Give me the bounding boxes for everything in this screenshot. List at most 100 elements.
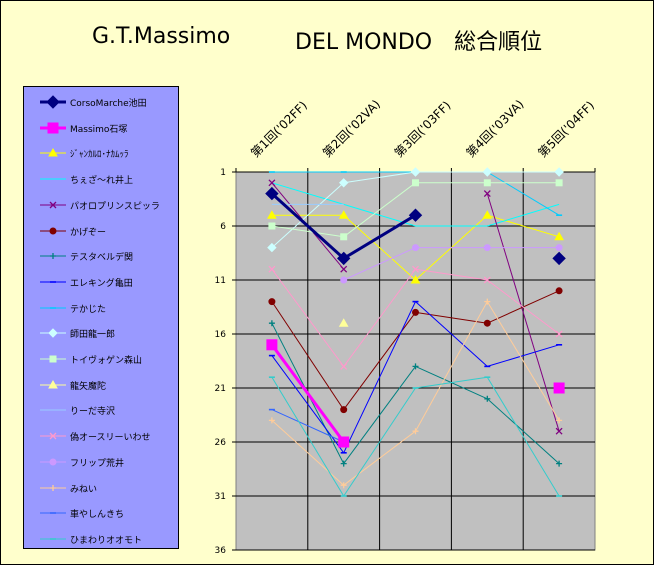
legend-item: りーだ寺沢 — [24, 401, 180, 421]
x-category-label: 第3回('03FF) — [392, 98, 454, 160]
data-marker — [340, 362, 348, 370]
data-marker — [412, 244, 419, 252]
y-tick-label: 11 — [215, 276, 226, 286]
series-1 — [266, 339, 565, 448]
series-9 — [267, 167, 564, 253]
data-marker — [412, 265, 419, 273]
y-tick-label: 21 — [215, 384, 226, 394]
series-line — [271, 268, 345, 367]
series-line — [271, 409, 344, 443]
legend-label: 車やしんきち — [70, 510, 125, 521]
data-marker — [50, 484, 56, 491]
data-marker — [340, 406, 348, 414]
data-marker — [265, 186, 279, 201]
series-line — [271, 225, 344, 238]
legend-item: テスタベルデ関 — [24, 247, 180, 267]
y-tick-label: 16 — [215, 330, 227, 340]
legend-item: かげぞー — [24, 222, 180, 242]
data-marker — [555, 244, 563, 252]
data-marker — [338, 178, 349, 188]
data-marker — [556, 417, 563, 424]
data-marker — [48, 328, 58, 339]
legend-swatch — [40, 281, 66, 283]
legend-label: エレキング亀田 — [70, 278, 133, 289]
data-marker — [268, 298, 276, 306]
series-8 — [268, 171, 563, 216]
data-marker — [46, 95, 60, 109]
data-marker — [483, 319, 491, 327]
data-marker — [412, 179, 419, 187]
data-marker — [483, 276, 491, 284]
data-marker — [47, 122, 59, 134]
series-line — [343, 268, 416, 367]
data-marker — [410, 167, 421, 177]
series-line — [415, 301, 488, 432]
data-marker — [555, 179, 563, 187]
data-marker — [338, 210, 349, 219]
legend-swatch — [40, 512, 66, 514]
data-marker — [267, 210, 277, 219]
legend-label: 偽オースリーいわせ — [70, 433, 151, 444]
legend-swatch — [40, 122, 66, 134]
series-line — [487, 171, 560, 216]
series-line — [343, 247, 416, 281]
data-marker — [483, 190, 491, 198]
legend-swatch — [40, 227, 66, 234]
series-line — [486, 193, 560, 432]
series-17 — [268, 376, 563, 497]
y-tick-label: 6 — [220, 222, 226, 232]
series-line — [487, 214, 560, 238]
legend-item: 偽オースリーいわせ — [24, 427, 180, 447]
series-line — [271, 376, 345, 497]
data-marker — [482, 167, 493, 177]
legend-label: みねい — [70, 484, 98, 495]
data-marker — [49, 458, 57, 466]
data-marker — [338, 318, 349, 327]
legend-label: りーだ寺沢 — [70, 407, 116, 418]
series-line — [415, 268, 488, 281]
series-line — [486, 301, 560, 421]
data-marker — [268, 417, 275, 424]
legend-swatch — [40, 253, 66, 260]
series-line — [486, 398, 560, 464]
legend-swatch — [40, 178, 66, 180]
y-tick-label: 31 — [215, 492, 226, 502]
series-line — [270, 343, 345, 443]
data-marker — [484, 298, 491, 305]
series-line — [271, 182, 344, 205]
legend-item: Massimo石塚 — [24, 119, 180, 139]
series-line — [270, 192, 345, 260]
legend-item: ちぇざ〜れ井上 — [24, 170, 180, 190]
data-marker — [48, 379, 58, 389]
legend-label: 師田龍一郎 — [70, 330, 116, 341]
legend-item: 師田龍一郎 — [24, 324, 180, 344]
data-marker — [340, 482, 347, 489]
data-marker — [266, 339, 278, 351]
legend-label: パオロプリンスピッラ — [70, 201, 160, 212]
data-marker — [340, 460, 347, 467]
legend-swatch — [40, 355, 66, 363]
series-line — [271, 420, 345, 486]
legend-label: トイヴォゲン森山 — [70, 356, 143, 366]
legend-swatch — [40, 306, 66, 309]
series-line — [486, 376, 560, 497]
legend-label: テかじた — [70, 304, 107, 315]
legend-item: CorsoMarche池田 — [24, 93, 180, 113]
series-line — [342, 213, 417, 260]
series-line — [486, 279, 560, 335]
x-category-label: 第1回('02FF) — [248, 98, 310, 160]
legend-label: かげぞー — [70, 227, 107, 238]
chart-title-left: G.T.Massimo — [92, 24, 231, 49]
x-category-label: 第4回('03VA) — [464, 97, 527, 160]
data-marker — [268, 222, 276, 230]
data-marker — [553, 382, 565, 394]
legend-label: ちぇざ〜れ井上 — [70, 176, 134, 187]
legend-label: テスタベルデ関 — [70, 253, 134, 264]
y-tick-label: 36 — [215, 546, 227, 556]
plot-area — [235, 171, 596, 551]
data-marker — [556, 460, 563, 467]
series-line — [343, 171, 416, 184]
legend-label: CorsoMarche池田 — [70, 99, 147, 109]
legend-item: トイヴォゲン森山 — [24, 350, 180, 370]
